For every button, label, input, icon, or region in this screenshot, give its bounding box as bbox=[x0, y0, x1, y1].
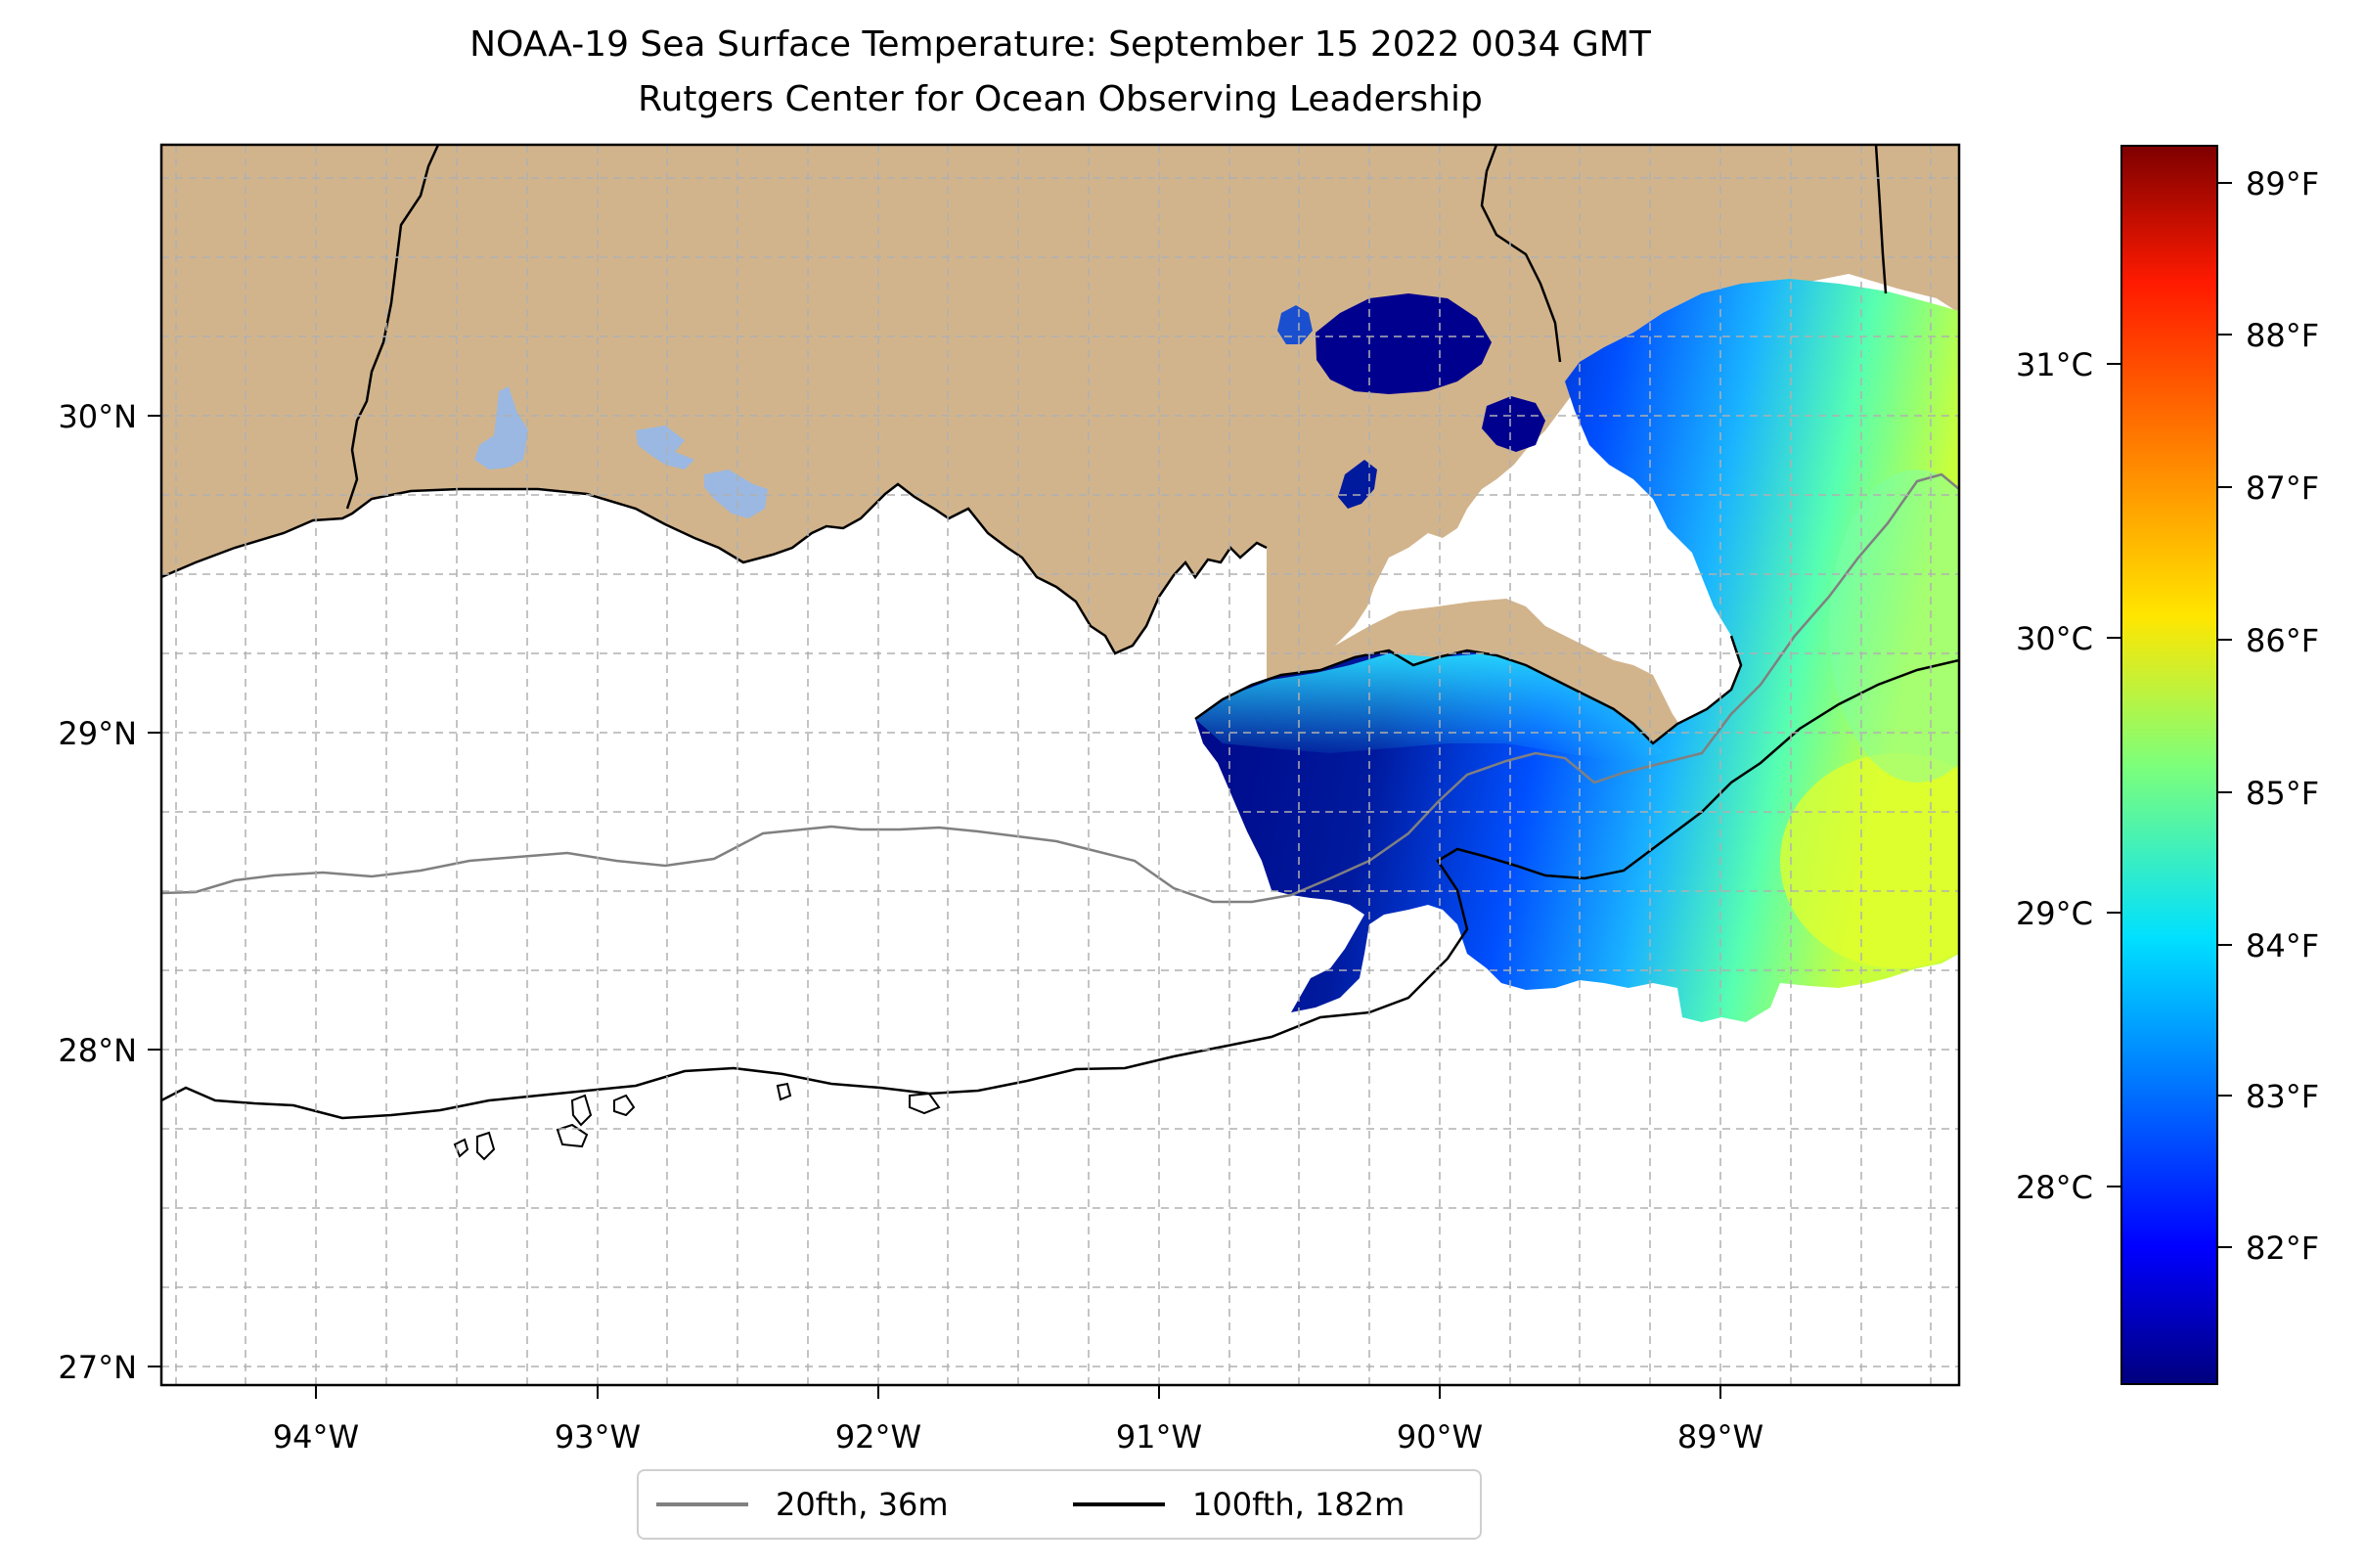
chart-subtitle: Rutgers Center for Ocean Observing Leade… bbox=[638, 79, 1483, 119]
sst-warm-patch-east bbox=[1829, 470, 1959, 783]
legend-line-swatch bbox=[656, 1502, 748, 1506]
colorbar-f-label: 83°F bbox=[2246, 1078, 2319, 1115]
axis-ticks bbox=[148, 415, 1721, 1399]
colorbar-c-label: 28°C bbox=[2016, 1169, 2093, 1206]
x-tick-label: 92°W bbox=[835, 1418, 921, 1456]
lake-borgne bbox=[1482, 396, 1545, 452]
colorbar-frame bbox=[2120, 145, 2218, 1385]
lake-calcasieu bbox=[474, 386, 528, 470]
chart-title: NOAA-19 Sea Surface Temperature: Septemb… bbox=[469, 24, 1651, 65]
y-tick-label: 30°N bbox=[58, 398, 137, 435]
colorbar-f-label: 89°F bbox=[2246, 165, 2319, 202]
colorbar-f-label: 84°F bbox=[2246, 927, 2319, 964]
x-tick-label: 89°W bbox=[1677, 1418, 1763, 1456]
legend-item-100fth: 100fth, 182m bbox=[1073, 1485, 1405, 1524]
coastline-delta bbox=[1194, 635, 1743, 745]
land-area-west bbox=[161, 145, 1267, 653]
sst-warm-patch bbox=[1780, 753, 1959, 968]
colorbar-c-label: 29°C bbox=[2016, 895, 2093, 932]
y-tick-label: 28°N bbox=[58, 1032, 137, 1069]
legend-item-20fth: 20fth, 36m bbox=[656, 1485, 948, 1524]
legend: 20fth, 36m 100fth, 182m bbox=[637, 1469, 1482, 1540]
colorbar-f-label: 82°F bbox=[2246, 1230, 2319, 1267]
grid-lines bbox=[161, 145, 1959, 1385]
contour-100fth bbox=[161, 658, 1959, 1120]
lac-des-allemands bbox=[1338, 460, 1377, 509]
colorbar-gradient bbox=[2122, 147, 2216, 1383]
state-border-la-tx bbox=[345, 145, 440, 510]
legend-label: 20fth, 36m bbox=[776, 1486, 949, 1523]
contour-20fth bbox=[161, 472, 1959, 904]
y-tick-label: 27°N bbox=[58, 1349, 137, 1386]
x-tick-label: 90°W bbox=[1397, 1418, 1483, 1456]
colorbar-f-ticks bbox=[2218, 182, 2232, 1248]
legend-line-swatch bbox=[1073, 1502, 1165, 1506]
colorbar-c-label: 30°C bbox=[2016, 620, 2093, 657]
colorbar-f-label: 88°F bbox=[2246, 317, 2319, 354]
legend-label: 100fth, 182m bbox=[1192, 1486, 1406, 1523]
land-area-delta bbox=[1267, 599, 1717, 768]
colorbar-c-ticks bbox=[2107, 363, 2120, 1187]
colorbar-f-label: 86°F bbox=[2246, 622, 2319, 659]
y-tick-label: 29°N bbox=[58, 715, 137, 752]
colorbar-c-label: 31°C bbox=[2016, 346, 2093, 383]
map-frame bbox=[159, 143, 1961, 1387]
lake-maurepas bbox=[1277, 305, 1313, 344]
x-tick-label: 91°W bbox=[1116, 1418, 1202, 1456]
map-content bbox=[161, 145, 1959, 1385]
state-border-ms-al bbox=[1874, 145, 1888, 294]
grand-lake bbox=[636, 426, 694, 470]
contour-banks bbox=[453, 1082, 941, 1161]
sst-swath bbox=[1195, 279, 1959, 1022]
white-lake bbox=[704, 470, 768, 518]
coastline bbox=[161, 482, 1268, 655]
colorbar-f-label: 87°F bbox=[2246, 470, 2319, 507]
lake-pontchartrain bbox=[1316, 293, 1492, 394]
sst-nearshore-warm bbox=[1195, 653, 1663, 763]
state-border-la-ms bbox=[1480, 145, 1562, 363]
colorbar-f-label: 85°F bbox=[2246, 775, 2319, 812]
x-tick-label: 93°W bbox=[555, 1418, 641, 1456]
x-tick-label: 94°W bbox=[273, 1418, 359, 1456]
